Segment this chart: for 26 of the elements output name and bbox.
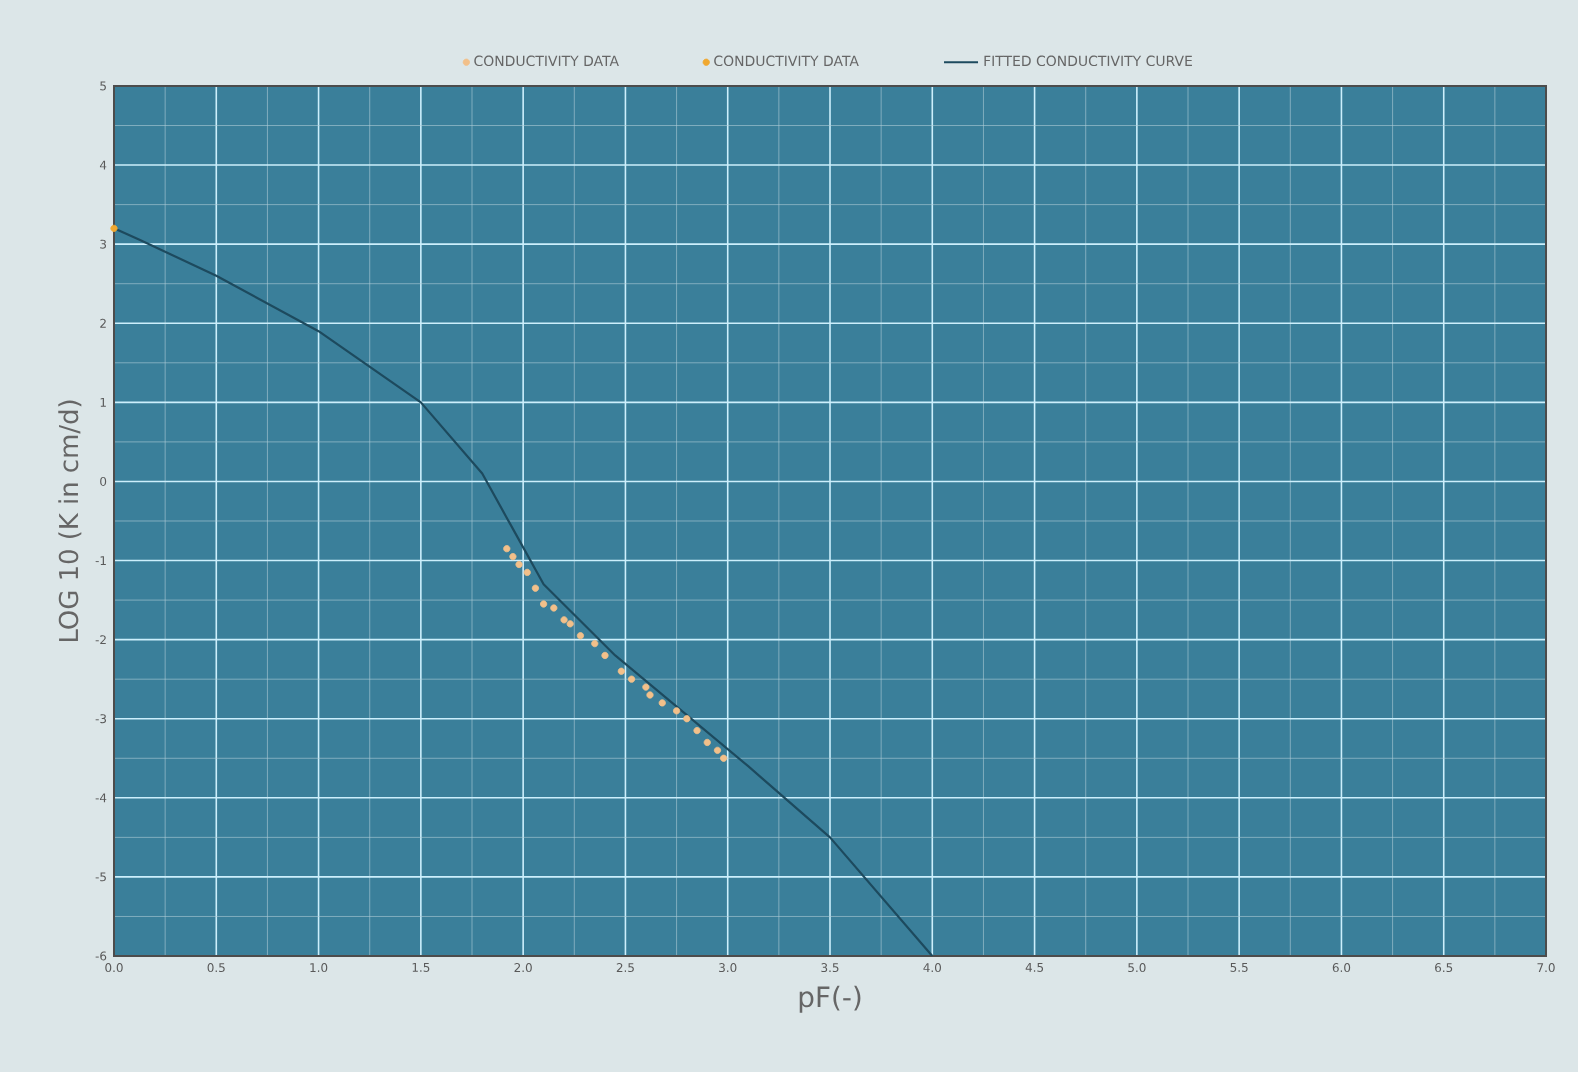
- point: [601, 651, 609, 660]
- point: [693, 727, 701, 735]
- point: [713, 746, 722, 754]
- point: [627, 675, 636, 683]
- point: [531, 584, 540, 592]
- point: [672, 707, 681, 715]
- point: [646, 691, 654, 699]
- point: [703, 738, 711, 747]
- point: [550, 604, 558, 612]
- point: [576, 632, 585, 640]
- x-axis-title: pF(-): [799, 985, 861, 1013]
- point: [515, 560, 523, 569]
- point: [658, 699, 666, 707]
- point: [617, 667, 625, 675]
- point: [591, 640, 599, 648]
- point: [642, 683, 650, 691]
- y-axis-title: LOG 10 (K in cm/d): [58, 400, 82, 642]
- point: [720, 754, 728, 762]
- point: [560, 616, 568, 624]
- point: [503, 545, 511, 553]
- point: [566, 620, 574, 628]
- point: [523, 568, 531, 576]
- point: [509, 552, 517, 561]
- point: [110, 224, 118, 232]
- point: [540, 600, 548, 608]
- point: [683, 715, 691, 723]
